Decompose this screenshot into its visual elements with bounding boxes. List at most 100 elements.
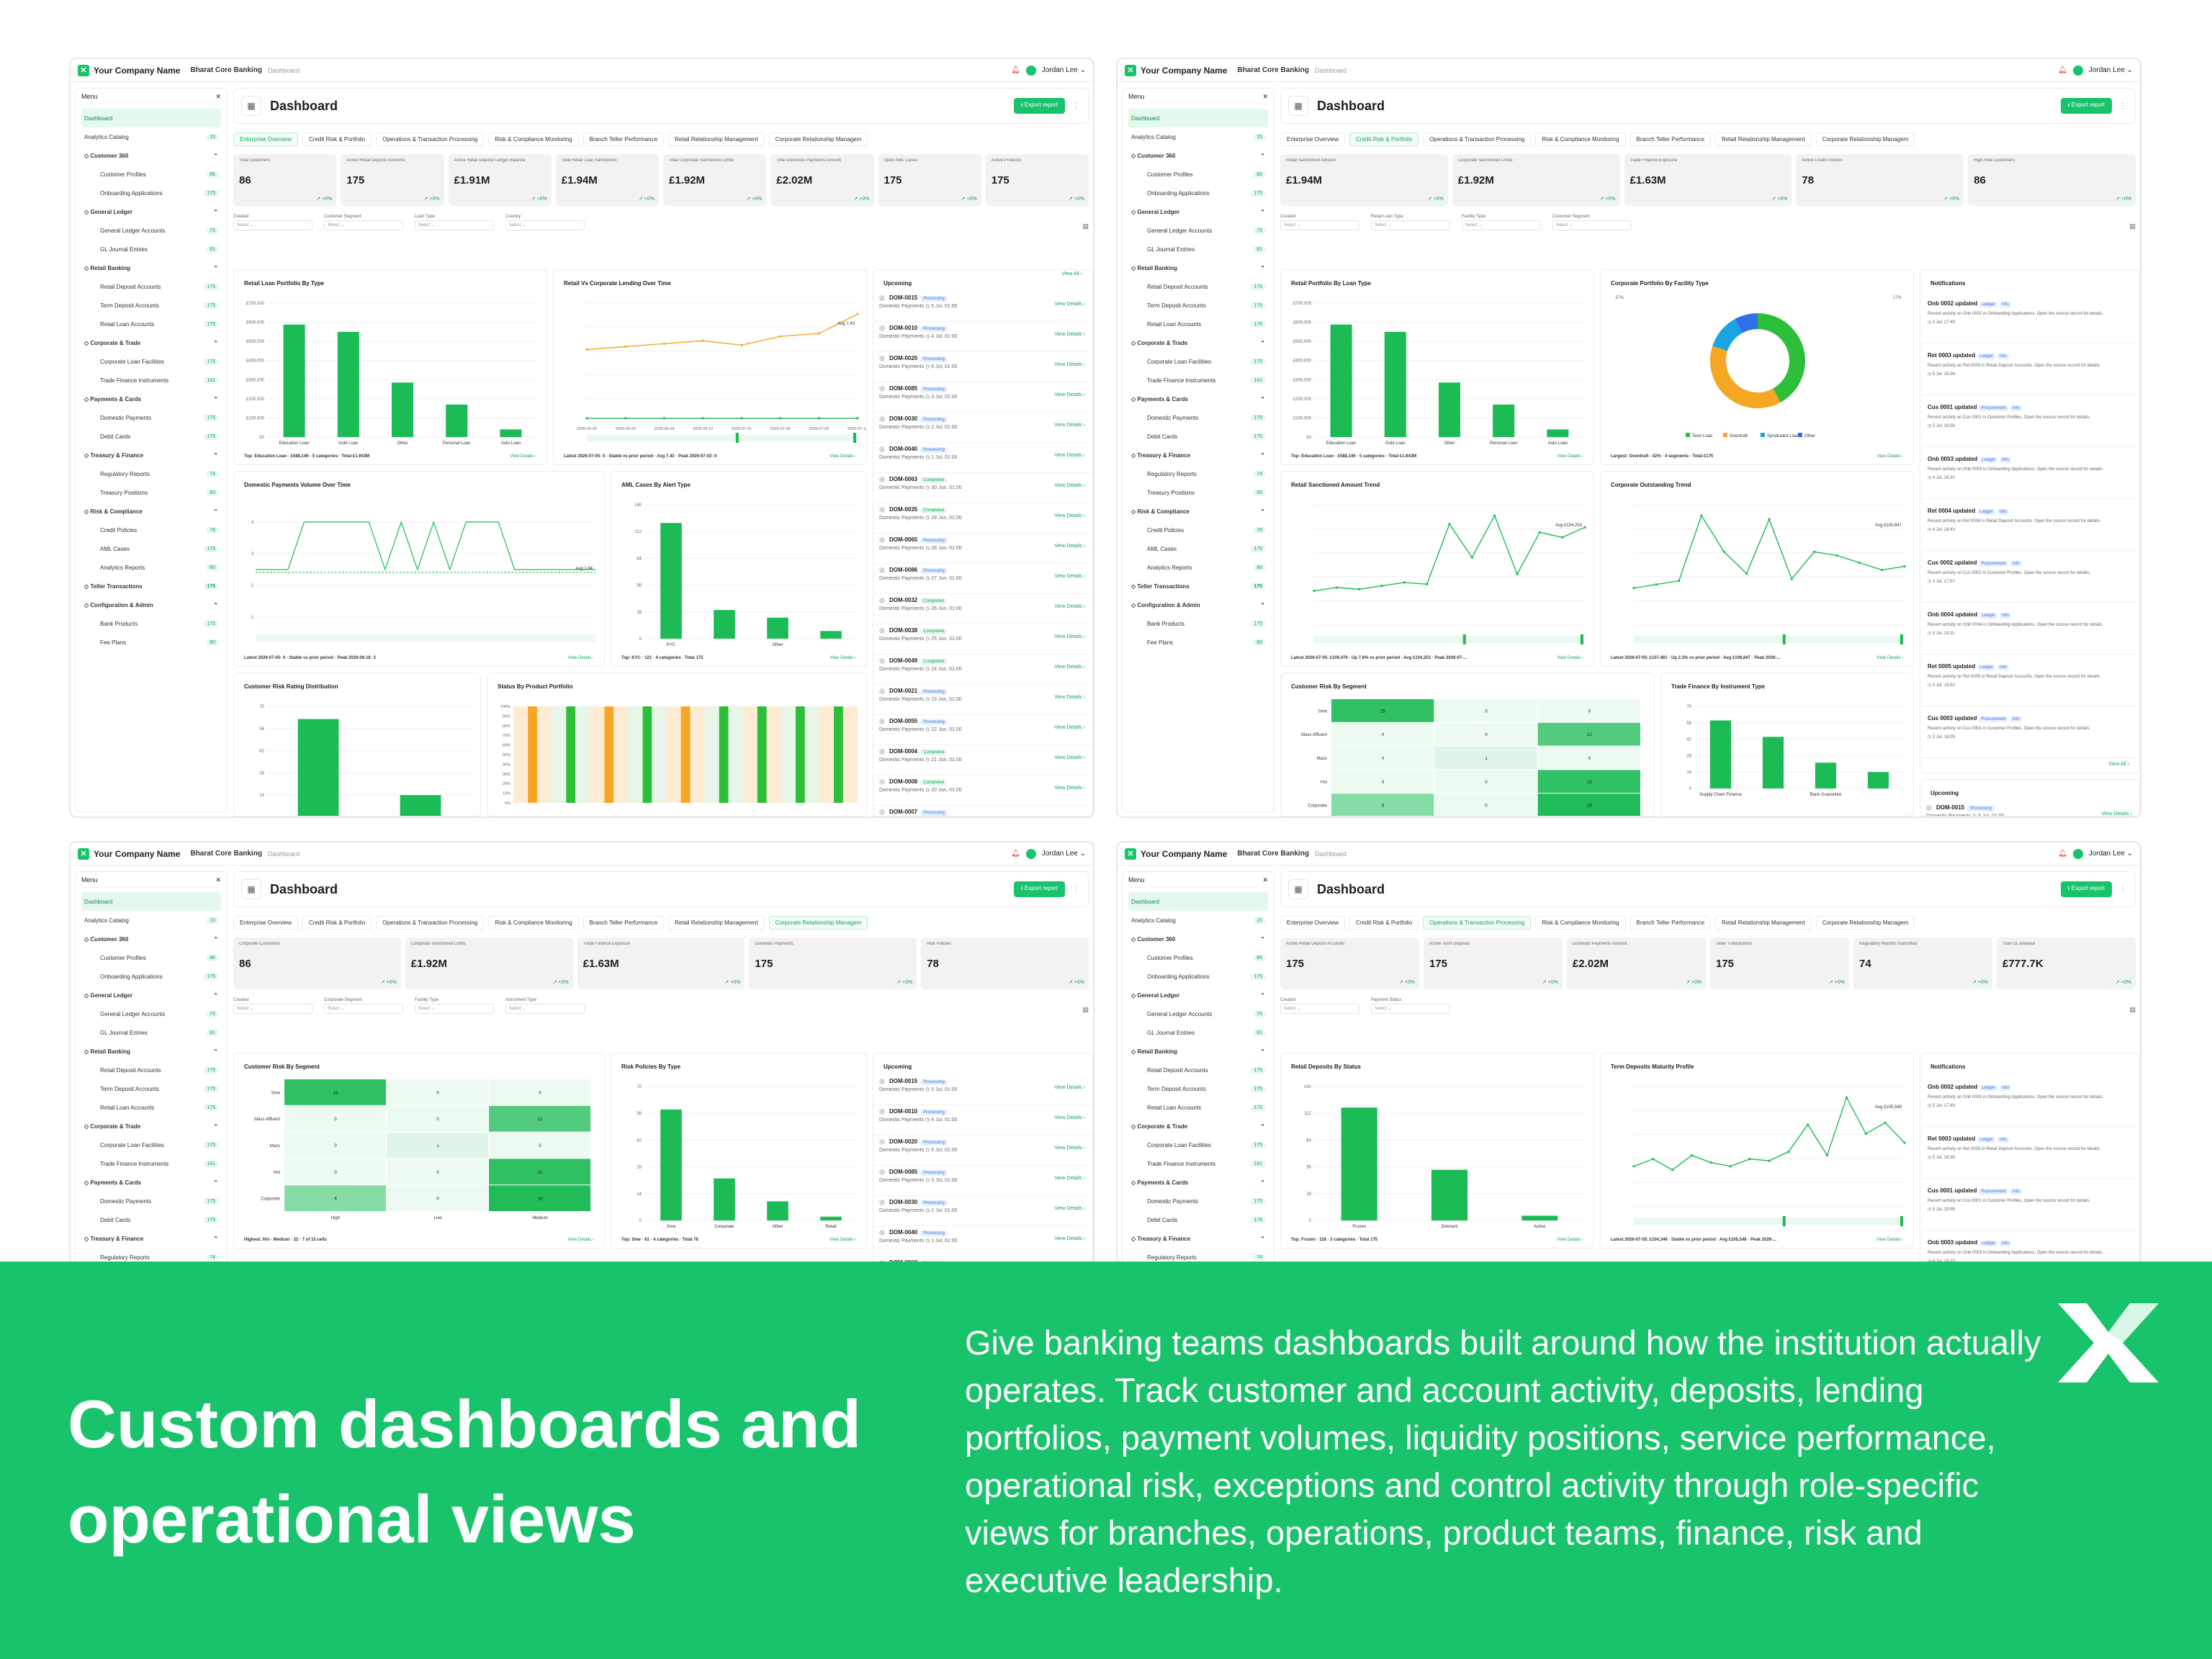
sidebar-item[interactable]: ◇ General Ledger ⌃ — [81, 986, 221, 1004]
sidebar-item[interactable]: ◇ Configuration & Admin ⌃ — [81, 595, 221, 614]
list-item[interactable]: DOM-0085 Processing Domestic Payments ◷ 3 … — [873, 382, 1092, 413]
sidebar-item[interactable]: Corporate Loan Facilities 175 — [1128, 352, 1268, 371]
list-item[interactable]: DOM-0030 Processing Domestic Payments ◷ 2 … — [873, 413, 1092, 443]
filter-select[interactable]: Select ⌄ — [415, 1004, 494, 1014]
view-details-link[interactable]: View Details › — [2101, 811, 2132, 817]
bell-icon[interactable]: 🔔︎ — [2058, 850, 2067, 858]
view-details-link[interactable]: View Details › — [1054, 392, 1085, 397]
sidebar-item[interactable]: Regulatory Reports 74 — [81, 1248, 221, 1267]
sidebar-item[interactable]: Onboarding Applications 175 — [81, 184, 221, 202]
tab[interactable]: Risk & Compliance Monitoring — [1535, 132, 1626, 146]
tab[interactable]: Enterprise Overview — [1280, 132, 1346, 146]
sidebar-item[interactable]: Analytics Reports 80 — [1128, 558, 1268, 577]
view-details-link[interactable]: View Details › — [1054, 665, 1085, 670]
view-details-link[interactable]: View Details › — [1054, 695, 1085, 700]
tab[interactable]: Risk & Compliance Monitoring — [488, 132, 579, 146]
range-slider[interactable] — [1314, 636, 1585, 643]
sidebar-item[interactable]: Debit Cards 175 — [81, 1210, 221, 1229]
filter-select[interactable]: Select ⌄ — [324, 220, 403, 230]
sidebar-item[interactable]: ◇ General Ledger ⌃ — [1128, 202, 1268, 221]
sidebar-item[interactable]: ◇ Retail Banking ⌃ — [1128, 258, 1268, 277]
sidebar-item[interactable]: Retail Deposit Accounts 175 — [1128, 277, 1268, 296]
sidebar-item[interactable]: Retail Loan Accounts 175 — [1128, 315, 1268, 333]
tab[interactable]: Risk & Compliance Monitoring — [488, 915, 579, 930]
view-details-link[interactable]: View Details › — [1557, 1238, 1583, 1242]
sidebar-item[interactable]: Debit Cards 175 — [1128, 427, 1268, 446]
notification-item[interactable]: Cus 0003 updated Procurement Info Recent ac… — [1920, 706, 2139, 758]
notification-item[interactable]: Onb 0003 updated Ledger Info Recent activit… — [1920, 447, 2139, 499]
sidebar-item[interactable]: Retail Loan Accounts 175 — [81, 315, 221, 333]
sidebar-item[interactable]: ◇ Risk & Compliance ⌃ — [1128, 502, 1268, 521]
view-details-link[interactable]: View Details › — [1054, 574, 1085, 579]
list-item[interactable]: DOM-0055 Processing Domestic Payments ◷ 22… — [873, 715, 1092, 745]
tab[interactable]: Branch Teller Performance — [583, 915, 665, 930]
sidebar-item[interactable]: ◇ Payments & Cards ⌃ — [1128, 1173, 1268, 1192]
list-item[interactable]: DOM-0007ProcessingDomestic Payments ◷ 19… — [873, 806, 1092, 816]
list-item[interactable]: DOM-0021 Processing Domestic Payments ◷ 23… — [873, 685, 1092, 715]
sidebar-item[interactable]: Bank Products 175 — [1128, 614, 1268, 633]
sidebar-item[interactable]: Dashboard — [1128, 109, 1268, 127]
bell-icon[interactable]: 🔔︎ — [1011, 850, 1020, 858]
list-item[interactable]: DOM-0015 Processing Domestic Payments ◷ 5 … — [1920, 801, 2139, 817]
calendar-icon[interactable]: ▤ — [2129, 222, 2136, 230]
user-name[interactable]: Jordan Lee ⌄ — [2088, 850, 2133, 858]
sidebar-item[interactable]: Onboarding Applications 175 — [81, 967, 221, 986]
list-item[interactable]: DOM-0085 Processing Domestic Payments ◷ 3 … — [873, 1166, 1092, 1196]
tab[interactable]: Retail Relationship Management — [1715, 132, 1812, 146]
sidebar-item[interactable]: ◇ Configuration & Admin ⌃ — [1128, 595, 1268, 614]
more-icon[interactable]: ⋮ — [1072, 102, 1079, 110]
export-report-button[interactable]: ⭳ Export report — [1013, 98, 1065, 114]
sidebar-item[interactable]: GL Journal Entries 81 — [81, 240, 221, 258]
kpi-card[interactable]: High-Risk Customers 86 ↗ +0% — [1968, 154, 2136, 206]
sidebar-item[interactable]: Regulatory Reports 74 — [81, 464, 221, 483]
tab[interactable]: Corporate Relationship Managem — [768, 132, 868, 146]
sidebar-item[interactable]: AML Cases 175 — [81, 539, 221, 558]
list-item[interactable]: DOM-0030 Processing Domestic Payments ◷ 2 … — [873, 1196, 1092, 1226]
view-details-link[interactable]: View Details › — [1557, 656, 1583, 660]
view-all-link[interactable]: View All › — [2108, 762, 2129, 767]
filter-select[interactable]: Select ⌄ — [1462, 220, 1541, 230]
kpi-card[interactable]: Active Retail Deposit Ledger Balance £1.9… — [448, 154, 552, 206]
tab[interactable]: Corporate Relationship Managem — [768, 915, 868, 930]
sidebar-item[interactable]: Fee Plans 80 — [81, 633, 221, 652]
export-report-button[interactable]: ⭳ Export report — [1013, 881, 1065, 897]
sidebar-item[interactable]: ◇ Corporate & Trade ⌃ — [1128, 333, 1268, 352]
sidebar-item[interactable]: Analytics Catalog 15 — [81, 911, 221, 930]
sidebar-item[interactable]: Trade Finance Instruments 141 — [81, 371, 221, 390]
kpi-card[interactable]: Total GL Balance £777.7K ↗ +0% — [1997, 938, 2136, 989]
sidebar-item[interactable]: Onboarding Applications 175 — [1128, 184, 1268, 202]
filter-select[interactable]: Select ⌄ — [1280, 220, 1359, 230]
sidebar-item[interactable]: Analytics Catalog 15 — [81, 127, 221, 146]
sidebar-item[interactable]: Customer Profiles 86 — [81, 165, 221, 184]
notification-item[interactable]: Cus 0002 updated Procurement Info Recent ac… — [1920, 551, 2139, 603]
sidebar-item[interactable]: ◇ Retail Banking ⌃ — [81, 258, 221, 277]
sidebar-item[interactable]: ◇ Payments & Cards ⌃ — [81, 1173, 221, 1192]
notification-item[interactable]: Onb 0004 updated Ledger Info Recent activit… — [1920, 603, 2139, 655]
sidebar-item[interactable]: Credit Policies 78 — [1128, 521, 1268, 539]
sidebar-item[interactable]: General Ledger Accounts 75 — [81, 221, 221, 240]
calendar-icon[interactable]: ▤ — [2129, 1006, 2136, 1013]
sidebar-item[interactable]: GL Journal Entries 81 — [81, 1023, 221, 1042]
calendar-icon[interactable]: ▤ — [1082, 222, 1089, 230]
tab[interactable]: Retail Relationship Management — [668, 132, 765, 146]
sidebar-item[interactable]: ◇ Teller Transactions 175 — [1128, 577, 1268, 595]
tab[interactable]: Corporate Relationship Managem — [1815, 915, 1915, 930]
kpi-card[interactable]: Regulatory Reports Submitted 74 ↗ +0% — [1853, 938, 1992, 989]
sidebar-item[interactable]: Analytics Catalog 15 — [1128, 127, 1268, 146]
filter-select[interactable]: Select ⌄ — [415, 220, 494, 230]
kpi-card[interactable]: Risk Policies 78 ↗ +0% — [921, 938, 1089, 989]
kpi-card[interactable]: Corporate Customers 86 ↗ +0% — [233, 938, 401, 989]
kpi-card[interactable]: Active Retail Deposit Accounts 175 ↗ +0% — [341, 154, 444, 206]
sidebar-item[interactable]: Domestic Payments 175 — [81, 1192, 221, 1210]
close-icon[interactable]: ✕ — [215, 876, 221, 884]
list-item[interactable]: DOM-0010 Processing Domestic Payments ◷ 4 … — [873, 322, 1092, 352]
kpi-card[interactable]: Active Credit Policies 78 ↗ +0% — [1796, 154, 1964, 206]
sidebar-item[interactable]: Customer Profiles 86 — [81, 948, 221, 967]
tab[interactable]: Credit Risk & Portfolio — [302, 915, 372, 930]
view-details-link[interactable]: View Details › — [1054, 755, 1085, 760]
notification-item[interactable]: Ret 0005 updated Ledger Info Recent activit… — [1920, 655, 2139, 706]
sidebar-item[interactable]: Fee Plans 80 — [1128, 633, 1268, 652]
